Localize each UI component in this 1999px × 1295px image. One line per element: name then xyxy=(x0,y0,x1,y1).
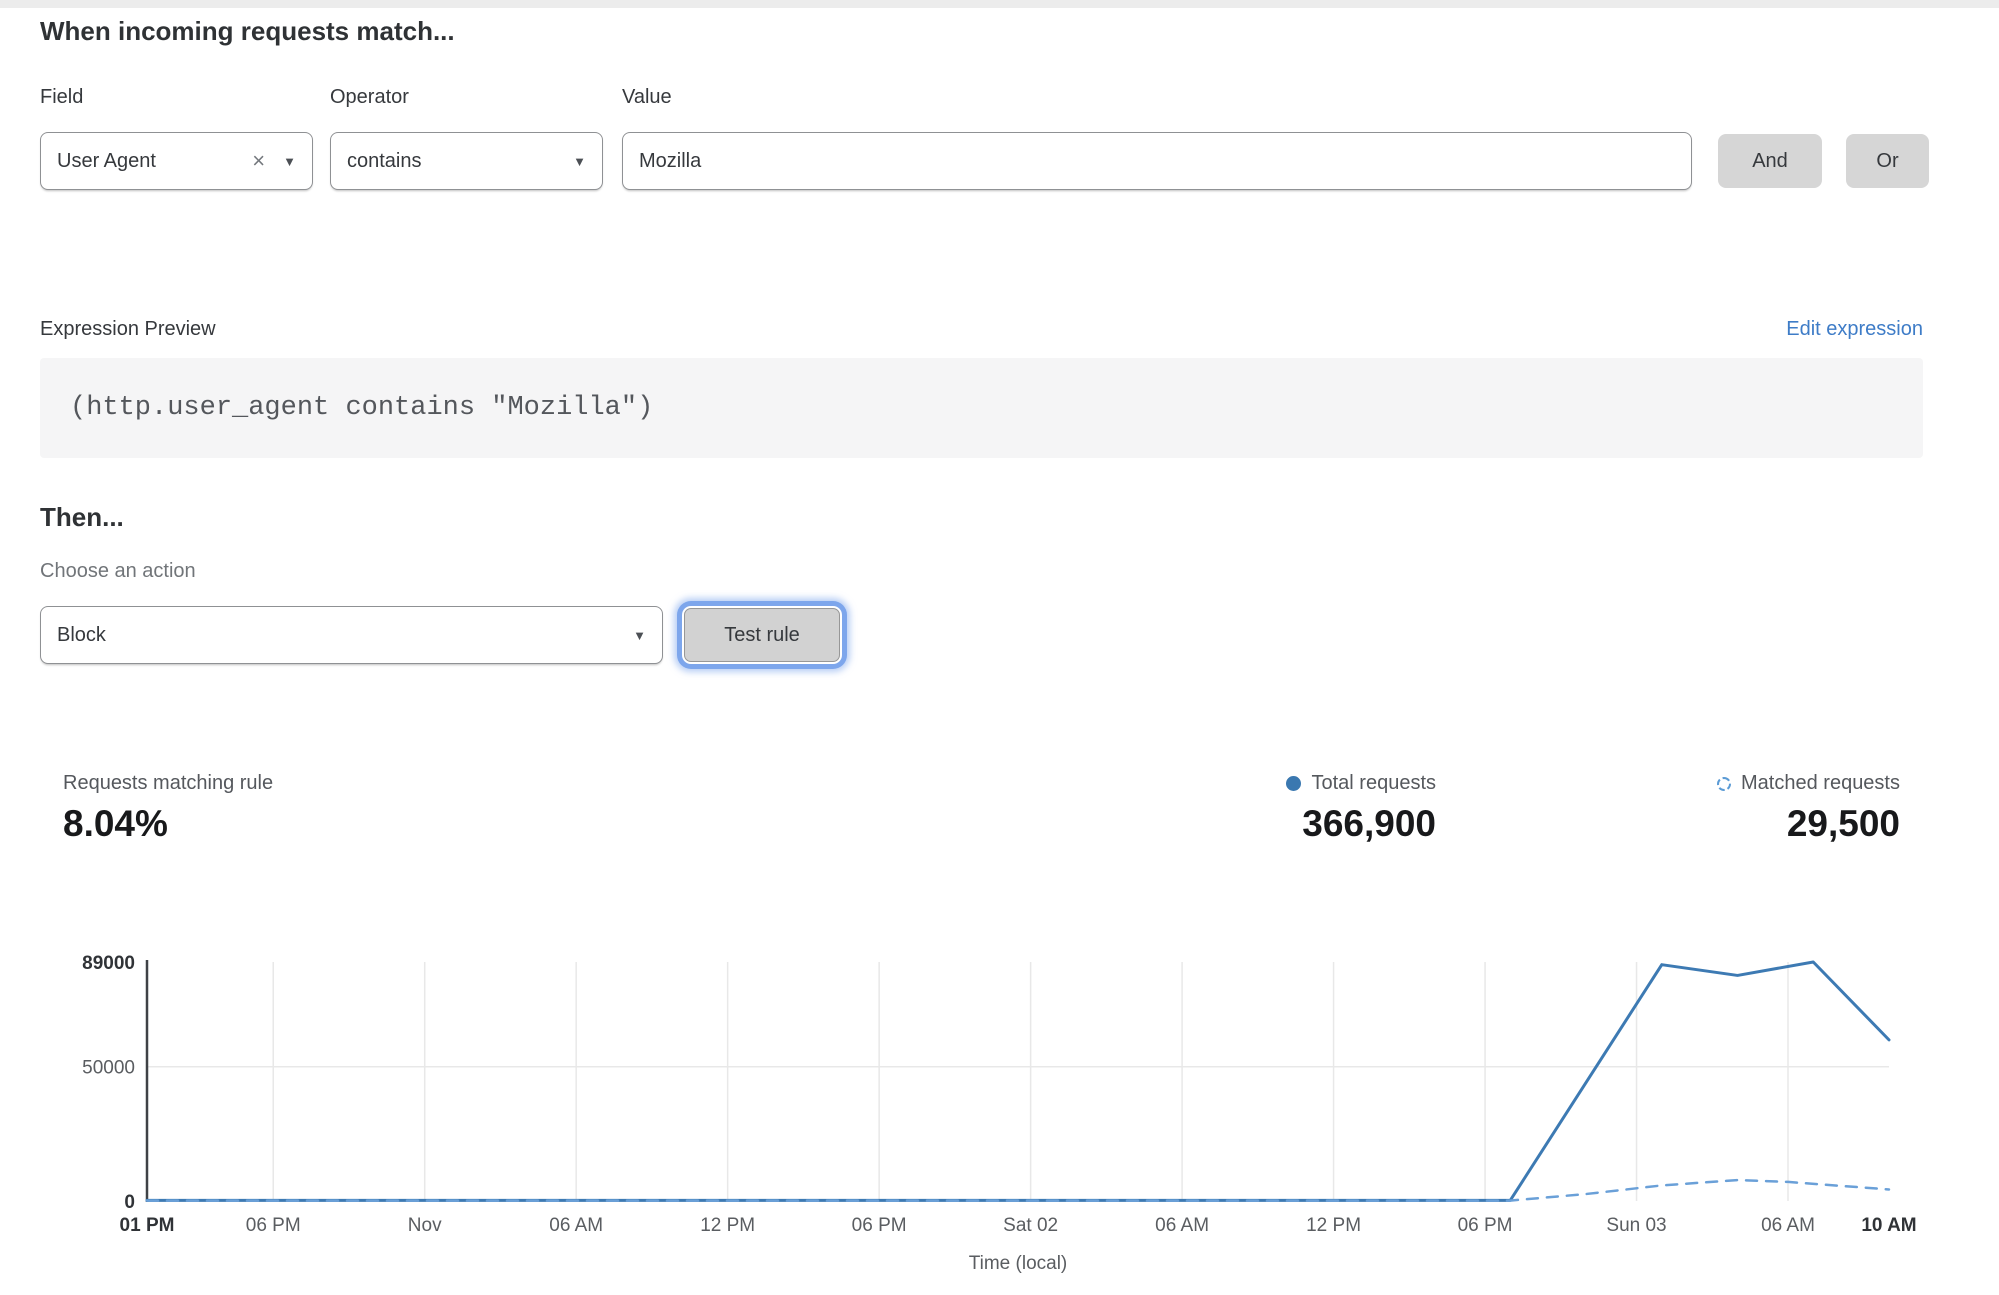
total-requests-label: Total requests xyxy=(1311,772,1436,794)
operator-label: Operator xyxy=(330,86,409,108)
expression-code-box: (http.user_agent contains "Mozilla") xyxy=(40,358,1923,458)
total-requests-dot-icon xyxy=(1286,776,1302,791)
svg-text:12 PM: 12 PM xyxy=(1306,1215,1361,1236)
svg-text:89000: 89000 xyxy=(82,953,135,974)
value-label: Value xyxy=(622,86,672,108)
requests-chart: 0 50000 89000 01 PM 06 PM Nov 06 AM 12 PM 06 PM S… xyxy=(0,930,1999,1295)
chevron-down-icon: ▼ xyxy=(283,153,296,169)
clear-field-icon[interactable]: × xyxy=(252,148,266,173)
match-heading: When incoming requests match... xyxy=(40,16,455,46)
total-requests-value: 366,900 xyxy=(1302,803,1436,844)
field-select[interactable]: User Agent × ▼ xyxy=(40,132,313,190)
requests-matching-label: Requests matching rule xyxy=(63,772,274,794)
svg-text:50000: 50000 xyxy=(82,1058,135,1079)
total-requests-stat: Total requests 366,900 xyxy=(1190,772,1436,845)
matched-requests-stat: Matched requests 29,500 xyxy=(1654,772,1900,845)
action-select[interactable]: Block ▼ xyxy=(40,606,663,664)
requests-matching-stat: Requests matching rule 8.04% xyxy=(63,772,273,845)
svg-text:06 AM: 06 AM xyxy=(549,1215,603,1236)
svg-text:01 PM: 01 PM xyxy=(120,1215,175,1236)
choose-action-label: Choose an action xyxy=(40,560,196,582)
matched-requests-legend: Matched requests xyxy=(1654,772,1900,795)
matched-requests-value: 29,500 xyxy=(1786,803,1900,844)
svg-text:Sun 03: Sun 03 xyxy=(1606,1215,1666,1236)
svg-text:Sat 02: Sat 02 xyxy=(1003,1215,1058,1236)
svg-text:10 AM: 10 AM xyxy=(1861,1215,1916,1236)
field-label: Field xyxy=(40,86,84,108)
requests-line-chart: 0 50000 89000 01 PM 06 PM Nov 06 AM 12 PM 06 PM S… xyxy=(82,953,1916,1274)
expression-code: (http.user_agent contains "Mozilla") xyxy=(70,393,654,423)
then-heading: Then... xyxy=(40,502,124,532)
operator-select-value: contains xyxy=(347,149,422,172)
svg-text:06 AM: 06 AM xyxy=(1155,1215,1209,1236)
chevron-down-icon: ▼ xyxy=(573,153,586,169)
test-rule-button[interactable]: Test rule xyxy=(684,608,840,662)
and-button[interactable]: And xyxy=(1718,134,1822,188)
svg-text:06 PM: 06 PM xyxy=(1458,1215,1513,1236)
chevron-down-icon: ▼ xyxy=(633,627,646,643)
total-requests-legend: Total requests xyxy=(1190,772,1436,795)
top-divider xyxy=(0,0,1999,8)
svg-text:06 PM: 06 PM xyxy=(852,1215,907,1236)
or-button[interactable]: Or xyxy=(1846,134,1929,188)
requests-matching-value: 8.04% xyxy=(63,803,168,844)
matched-requests-dashed-circle-icon xyxy=(1717,776,1732,791)
action-select-value: Block xyxy=(57,623,106,646)
svg-text:12 PM: 12 PM xyxy=(700,1215,755,1236)
svg-text:Nov: Nov xyxy=(408,1215,442,1236)
edit-expression-link[interactable]: Edit expression xyxy=(1786,318,1923,340)
value-input[interactable] xyxy=(622,132,1692,190)
svg-text:06 PM: 06 PM xyxy=(246,1215,301,1236)
matched-requests-label: Matched requests xyxy=(1741,772,1900,794)
expression-preview-label: Expression Preview xyxy=(40,318,216,340)
operator-select[interactable]: contains ▼ xyxy=(330,132,603,190)
svg-text:Time (local): Time (local) xyxy=(969,1253,1068,1274)
svg-text:0: 0 xyxy=(124,1192,135,1213)
svg-text:06 AM: 06 AM xyxy=(1761,1215,1815,1236)
field-select-value: User Agent xyxy=(57,149,156,172)
